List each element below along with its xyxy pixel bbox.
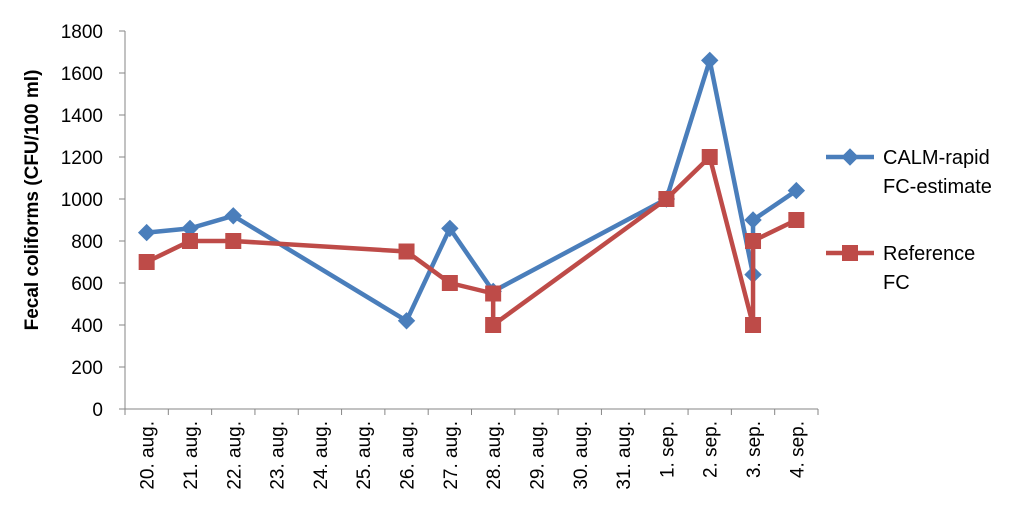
y-tick-label: 600	[71, 274, 103, 295]
x-tick-label: 26. aug.	[398, 421, 419, 490]
data-point	[485, 317, 502, 333]
x-tick-label: 23. aug.	[268, 421, 289, 490]
data-point	[701, 149, 718, 165]
x-tick-label: 4. sep.	[787, 421, 808, 478]
y-tick-label: 0	[92, 400, 103, 421]
x-tick-label: 29. aug.	[527, 421, 548, 490]
data-point	[225, 233, 242, 249]
legend-label: FC	[883, 272, 910, 294]
data-point	[181, 233, 198, 249]
legend: CALM-rapid FC-estimate Reference FC	[826, 147, 992, 294]
data-point	[224, 207, 242, 225]
data-point	[787, 181, 806, 200]
legend-label: CALM-rapid	[883, 147, 990, 169]
data-point	[138, 254, 155, 270]
legend-item: CALM-rapid FC-estimate	[826, 147, 992, 198]
y-tick-label: 1200	[61, 148, 103, 169]
x-tick-label: 27. aug.	[441, 421, 462, 490]
x-tick-label: 31. aug.	[614, 421, 635, 490]
data-point	[441, 219, 459, 238]
legend-label: FC-estimate	[883, 176, 992, 198]
data-point	[745, 317, 762, 333]
data-point	[485, 285, 502, 302]
data-point	[658, 191, 675, 207]
y-tick-label: 800	[71, 232, 103, 253]
legend-item: Reference FC	[826, 243, 975, 294]
data-point	[744, 211, 762, 229]
x-tick-label: 21. aug.	[181, 421, 202, 490]
x-tick-label: 2. sep.	[701, 421, 722, 478]
data-point	[397, 312, 416, 330]
series-2	[138, 149, 805, 333]
y-tick-label: 1600	[61, 64, 103, 85]
y-tick-label: 1000	[61, 190, 103, 211]
x-tick-label: 1. sep.	[657, 421, 678, 478]
legend-label: Reference	[883, 243, 975, 265]
x-tick-label: 20. aug.	[138, 421, 159, 490]
data-point	[701, 51, 719, 70]
x-tick-label: 22. aug.	[224, 421, 245, 490]
y-tick-label: 1800	[61, 22, 103, 43]
x-tick-label: 30. aug.	[571, 421, 592, 490]
x-tick-label: 24. aug.	[311, 421, 332, 490]
x-tick-label: 25. aug.	[354, 421, 375, 490]
legend-marker	[842, 245, 858, 261]
x-tick-label: 3. sep.	[744, 421, 765, 478]
x-tick-labels: 20. aug. 21. aug. 22. aug. 23. aug. 24. aug.…	[138, 421, 809, 490]
axes	[119, 30, 819, 415]
x-tick-label: 28. aug.	[484, 421, 505, 490]
data-point	[398, 243, 415, 260]
y-tick-label: 200	[71, 358, 103, 379]
data-point	[137, 223, 156, 242]
y-axis-label: Fecal coliforms (CFU/100 ml)	[22, 70, 43, 331]
series-line	[146, 58, 798, 324]
series-line	[145, 154, 798, 328]
y-tick-labels: 0 200 400 600 800 1000 1200 1400 1600 1800	[61, 22, 103, 421]
data-point	[441, 275, 458, 291]
data-point	[745, 233, 762, 249]
y-tick-label: 400	[71, 316, 103, 337]
y-tick-label: 1400	[61, 106, 103, 127]
series-group	[137, 51, 806, 333]
legend-marker	[841, 148, 859, 166]
data-point	[788, 212, 805, 228]
